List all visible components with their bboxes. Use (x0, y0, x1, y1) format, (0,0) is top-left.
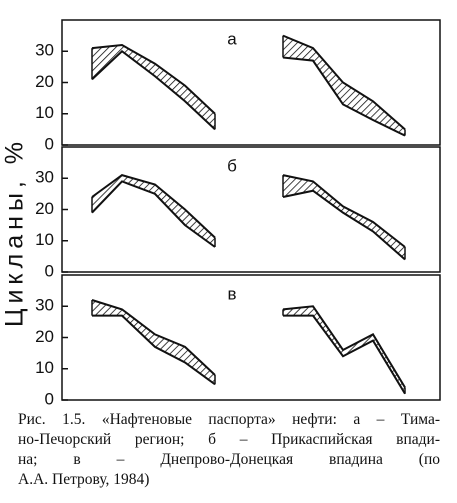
band-fill (92, 45, 215, 130)
panel-label: в (227, 284, 236, 303)
band-fill (92, 175, 215, 247)
y-tick-label: 0 (45, 134, 54, 153)
lower-line (91, 49, 216, 131)
panel-frame (61, 146, 441, 273)
band-fill (283, 175, 405, 260)
y-tick-label: 10 (35, 230, 54, 249)
y-tick-label: 0 (45, 389, 54, 408)
y-tick-label: 30 (35, 41, 54, 60)
upper-line (282, 34, 406, 131)
y-tick-label: 20 (35, 199, 54, 218)
lower-line (92, 314, 216, 386)
upper-line (91, 174, 216, 239)
y-tick-label: 30 (35, 296, 54, 315)
caption-line: но-Печорский регион; б – Прикаспийская в… (18, 431, 440, 448)
y-tick-label: 20 (35, 72, 54, 91)
caption-line: Рис. 1.5. «Нафтеновые паспорта» нефти: а… (18, 411, 440, 428)
panel-frame (61, 274, 441, 401)
panel-frame (61, 19, 441, 146)
y-tick-label: 30 (35, 168, 54, 187)
caption-line: на; в – Днепрово-Донецкая впадина (по (18, 451, 440, 468)
caption-line: А.А. Петрову, 1984) (18, 471, 150, 488)
y-tick-label: 10 (35, 103, 54, 122)
caption: Рис. 1.5. «Нафтеновые паспорта» нефти: а… (18, 410, 440, 490)
lower-line (91, 180, 216, 248)
y-tick-label: 0 (45, 261, 54, 280)
y-tick-label: 10 (35, 358, 54, 377)
lower-line (282, 56, 406, 137)
upper-line (91, 299, 216, 376)
y-tick-label: 20 (35, 327, 54, 346)
upper-line (282, 305, 406, 389)
y-axis-label: Цикланы, % (1, 137, 29, 327)
figure: Цикланы, % 0 10 20 30 а 0 10 20 30 б 0 10 20 30 в (1, 19, 441, 408)
lower-line (282, 189, 406, 261)
panel-label: а (227, 29, 237, 48)
band-fill (283, 35, 405, 136)
lower-line (283, 314, 406, 395)
upper-line (282, 174, 406, 248)
band-fill (92, 300, 215, 385)
panel-label: б (227, 156, 237, 175)
upper-line (91, 43, 216, 115)
